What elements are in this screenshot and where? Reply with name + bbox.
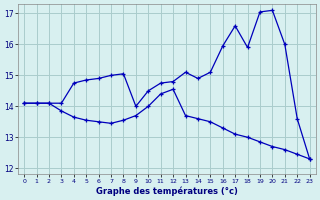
X-axis label: Graphe des températures (°c): Graphe des températures (°c) xyxy=(96,186,238,196)
